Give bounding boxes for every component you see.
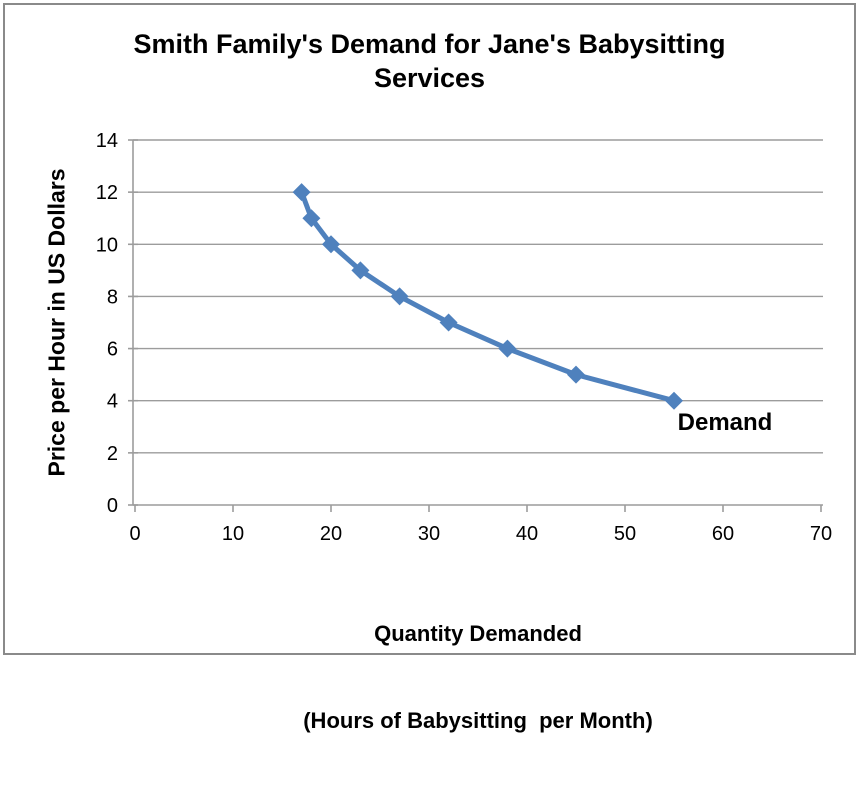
- x-axis-title: Quantity Demanded (Hours of Babysitting …: [135, 561, 821, 793]
- chart-frame: Smith Family's Demand for Jane's Babysit…: [3, 3, 856, 733]
- y-tick-label-10: 10: [96, 234, 118, 256]
- x-tick-label-20: 20: [320, 523, 342, 545]
- plot-area: 0 2 4 6 8 10 12 14 0 10 20 30 40 50 60 70: [96, 130, 832, 545]
- y-axis-title: Price per Hour in US Dollars: [43, 168, 70, 477]
- y-tick-label-6: 6: [107, 339, 118, 361]
- chart-title: Smith Family's Demand for Jane's Babysit…: [133, 29, 726, 93]
- data-point-marker: [292, 183, 311, 202]
- data-point-marker: [302, 209, 321, 228]
- y-tick-label-4: 4: [107, 391, 118, 413]
- y-tick-label-2: 2: [107, 443, 118, 465]
- x-axis-title-line-1: Quantity Demanded: [374, 621, 582, 646]
- y-tick-label-8: 8: [107, 286, 118, 308]
- x-tick-label-0: 0: [129, 523, 140, 545]
- x-tick-label-30: 30: [418, 523, 440, 545]
- y-tick-label-0: 0: [107, 495, 118, 517]
- data-point-marker: [567, 365, 585, 384]
- y-tick-label-14: 14: [96, 130, 118, 152]
- y-tick-label-12: 12: [96, 182, 118, 204]
- x-tick-label-40: 40: [516, 523, 538, 545]
- x-tick-label-50: 50: [614, 523, 636, 545]
- data-point-marker: [390, 287, 409, 306]
- data-point-marker: [322, 235, 340, 254]
- data-point-marker: [498, 339, 517, 358]
- data-point-marker: [439, 313, 458, 332]
- data-point-marker: [351, 261, 370, 280]
- x-tick-label-60: 60: [712, 523, 734, 545]
- x-tick-label-70: 70: [810, 523, 832, 545]
- series-label-demand: Demand: [677, 409, 773, 436]
- x-tick-label-10: 10: [222, 523, 244, 545]
- y-axis-title-wrap: Price per Hour in US Dollars: [35, 140, 79, 505]
- data-point-marker: [665, 391, 683, 410]
- x-axis-title-line-2: (Hours of Babysitting per Month): [303, 708, 653, 733]
